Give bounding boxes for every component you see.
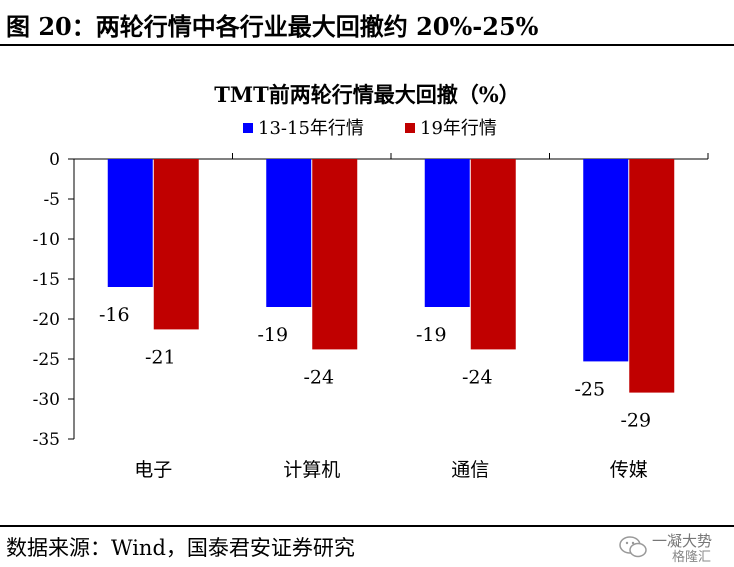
bar-2 <box>629 159 675 393</box>
figure-header: 图 20：两轮行情中各行业最大回撤约 20%-25% <box>0 0 734 46</box>
y-tick-label: -35 <box>33 430 60 450</box>
bar-chart: TMT前两轮行情最大回撤（%） 13-15年行情 19年行情 0 -5 -10 -15 -… <box>33 82 709 481</box>
legend-swatch-1 <box>243 123 253 133</box>
bar-1 <box>424 159 470 307</box>
data-label: -24 <box>462 366 493 388</box>
data-label: -16 <box>99 304 130 326</box>
x-category-label: 传媒 <box>610 459 648 481</box>
watermark: 一凝大势 格隆汇 <box>612 530 734 565</box>
data-label: -24 <box>303 366 334 388</box>
bar-2 <box>470 159 516 350</box>
legend-label-2: 19年行情 <box>420 118 497 139</box>
data-label: -25 <box>574 378 605 400</box>
bar-1 <box>266 159 312 307</box>
footer-divider <box>0 525 734 527</box>
y-tick-label: 0 <box>49 150 60 170</box>
legend: 13-15年行情 19年行情 <box>243 118 497 139</box>
y-tick-label: -30 <box>33 390 60 410</box>
wechat-icon <box>619 536 647 558</box>
y-tick-label: -5 <box>43 190 60 210</box>
y-tick-label: -25 <box>33 350 60 370</box>
bar-1 <box>583 159 629 362</box>
x-category-label: 电子 <box>134 459 172 481</box>
y-tick-label: -15 <box>33 270 60 290</box>
x-category-label: 通信 <box>451 459 489 481</box>
figure-title: 图 20：两轮行情中各行业最大回撤约 20%-25% <box>6 12 539 41</box>
source-note: 数据来源：Wind，国泰君安证券研究 <box>6 536 355 560</box>
watermark-brand-name: 格隆汇 <box>672 550 712 565</box>
y-tick-label: -10 <box>33 230 60 250</box>
data-label: -19 <box>416 324 447 346</box>
bar-2 <box>153 159 199 330</box>
chart-title: TMT前两轮行情最大回撤（%） <box>214 82 519 107</box>
watermark-account-name: 一凝大势 <box>652 532 713 550</box>
data-label: -19 <box>257 324 288 346</box>
data-label: -21 <box>145 346 176 368</box>
header-divider <box>0 44 734 46</box>
y-tick-label: -20 <box>33 310 60 330</box>
bars: -16 -19 -19 -25 -21 -24 -24 -29 <box>99 159 675 432</box>
bar-2 <box>312 159 358 350</box>
data-label: -29 <box>620 410 651 432</box>
legend-swatch-2 <box>405 123 415 133</box>
x-category-label: 计算机 <box>283 459 340 481</box>
legend-label-1: 13-15年行情 <box>258 118 364 139</box>
bar-1 <box>107 159 153 287</box>
axes: 0 -5 -10 -15 -20 -25 -30 -35 电子 计算机 通信 传媒 <box>33 150 709 481</box>
